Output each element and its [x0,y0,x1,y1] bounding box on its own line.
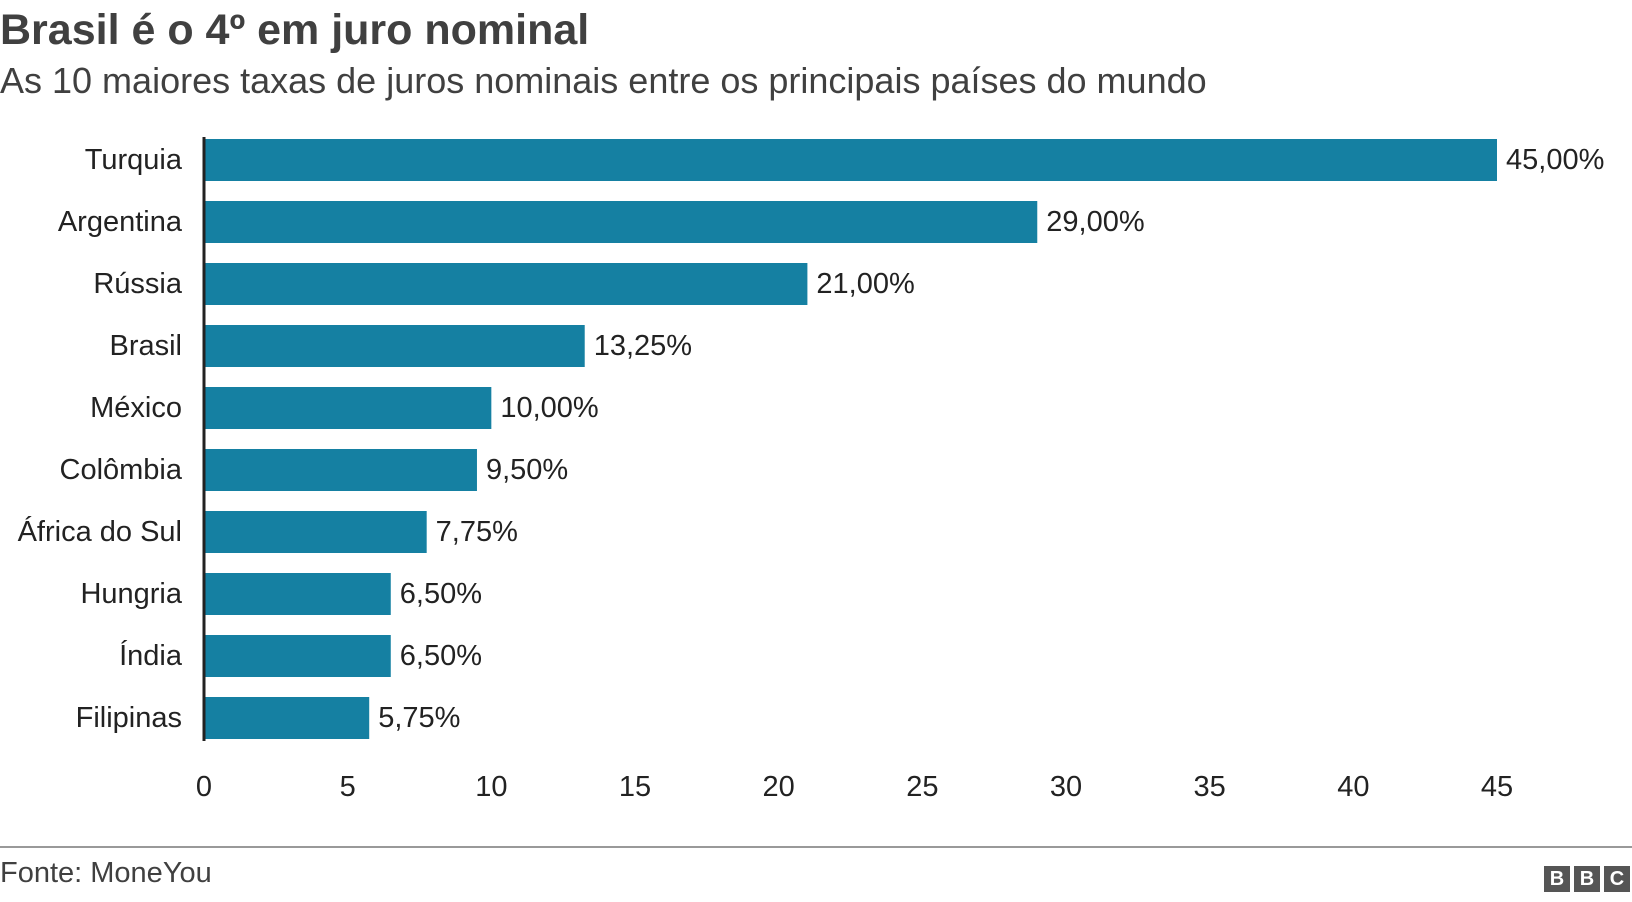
x-tick-label: 10 [475,771,507,803]
category-label: Filipinas [76,702,182,734]
bar [204,263,808,305]
x-axis-ticks: 0 5 10 15 20 25 30 35 40 45 [196,771,1513,803]
category-label: Índia [119,639,183,672]
value-label: 21,00% [816,268,914,300]
value-label: 6,50% [400,640,482,672]
x-tick-label: 20 [763,771,795,803]
bar-chart: Turquia Argentina Rússia Brasil México Colômb… [18,137,1604,803]
value-label: 10,00% [500,392,598,424]
value-label: 6,50% [400,578,482,610]
category-label: Hungria [80,578,182,610]
bar [204,201,1038,243]
value-label: 13,25% [594,330,692,362]
value-label: 9,50% [486,454,568,486]
value-label: 29,00% [1046,206,1144,238]
category-label: Brasil [109,330,182,362]
bar [204,635,391,677]
x-tick-label: 30 [1050,771,1082,803]
bar [204,387,492,429]
bbc-logo: B B C [1544,866,1630,892]
category-label: África do Sul [18,515,182,548]
bar [204,325,585,367]
logo-letter: B [1544,866,1570,892]
value-label: 5,75% [378,702,460,734]
category-label: Turquia [85,144,183,176]
logo-letter: B [1574,866,1600,892]
value-labels: 45,00% 29,00% 21,00% 13,25% 10,00% 9,50% 7,75%… [378,144,1604,734]
bar [204,449,477,491]
x-tick-label: 15 [619,771,651,803]
logo-letter: C [1604,866,1630,892]
x-tick-label: 0 [196,771,212,803]
x-tick-label: 25 [906,771,938,803]
bar [204,697,370,739]
category-label: Rússia [93,268,183,300]
bar [204,573,391,615]
footer-divider [0,846,1632,848]
value-label: 7,75% [436,516,518,548]
bar [204,139,1497,181]
category-label: México [90,392,182,424]
category-label: Colômbia [60,454,183,486]
x-tick-label: 40 [1337,771,1369,803]
chart-subtitle: As 10 maiores taxas de juros nominais en… [0,60,1207,101]
chart-title: Brasil é o 4º em juro nominal [0,6,590,54]
bars-layer [204,139,1497,739]
x-tick-label: 35 [1194,771,1226,803]
category-label: Argentina [58,206,183,238]
value-label: 45,00% [1506,144,1604,176]
source-note: Fonte: MoneYou [0,857,212,889]
x-tick-label: 5 [340,771,356,803]
bar [204,511,427,553]
x-tick-label: 45 [1481,771,1513,803]
category-labels: Turquia Argentina Rússia Brasil México Colômb… [18,144,183,734]
